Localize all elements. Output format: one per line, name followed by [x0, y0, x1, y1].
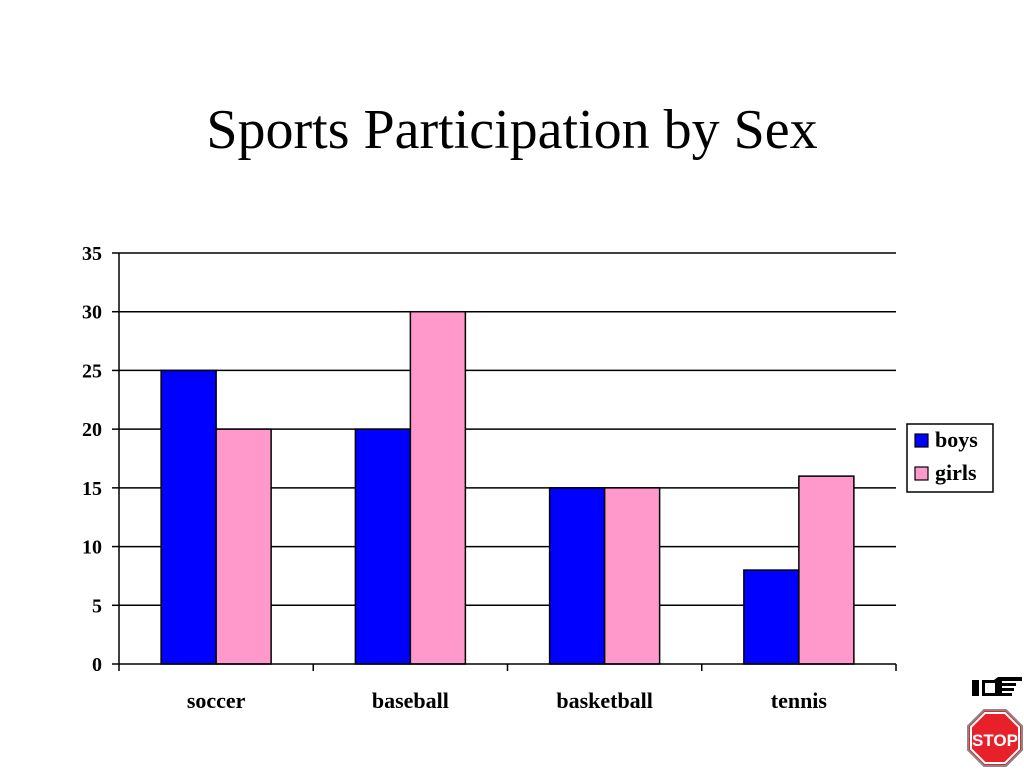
x-category-label: tennis	[771, 688, 828, 713]
legend: boys girls	[906, 423, 994, 493]
bar-boys-tennis	[743, 569, 800, 665]
bar-girls-tennis	[798, 475, 855, 665]
x-category-label: soccer	[187, 688, 246, 713]
y-tick-label: 35	[82, 243, 102, 265]
y-tick-label: 25	[82, 360, 102, 382]
pointing-hand-icon	[972, 677, 1022, 696]
slide-title: Sports Participation by Sex	[206, 99, 818, 161]
x-category-label: basketball	[556, 688, 653, 713]
y-tick-label: 30	[82, 302, 102, 324]
y-tick-label: 5	[92, 595, 102, 617]
bar-girls-basketball	[603, 487, 661, 665]
y-tick-label: 20	[82, 419, 102, 441]
y-tick-label: 0	[92, 654, 102, 676]
next-slide-button[interactable]	[968, 672, 1024, 702]
stop-button[interactable]: STOP	[966, 708, 1024, 768]
axes	[112, 252, 897, 671]
legend-label-boys: boys	[935, 427, 978, 452]
legend-swatch-girls	[914, 466, 929, 481]
axis-labels: 0 5 10 15 20 25 30 35 soccer baseball basketball te…	[82, 243, 827, 713]
bar-girls-soccer	[215, 428, 272, 665]
bar-boys-soccer	[160, 369, 217, 665]
bar-boys-basketball	[548, 487, 606, 665]
bar-boys-baseball	[354, 428, 412, 665]
x-category-label: baseball	[372, 688, 449, 713]
legend-label-girls: girls	[935, 460, 977, 485]
legend-swatch-boys	[914, 433, 929, 448]
stop-sign-icon: STOP	[967, 709, 1023, 767]
y-tick-label: 15	[82, 478, 102, 500]
stop-label: STOP	[972, 731, 1018, 750]
bar-girls-baseball	[409, 310, 467, 665]
y-tick-label: 10	[82, 537, 102, 559]
